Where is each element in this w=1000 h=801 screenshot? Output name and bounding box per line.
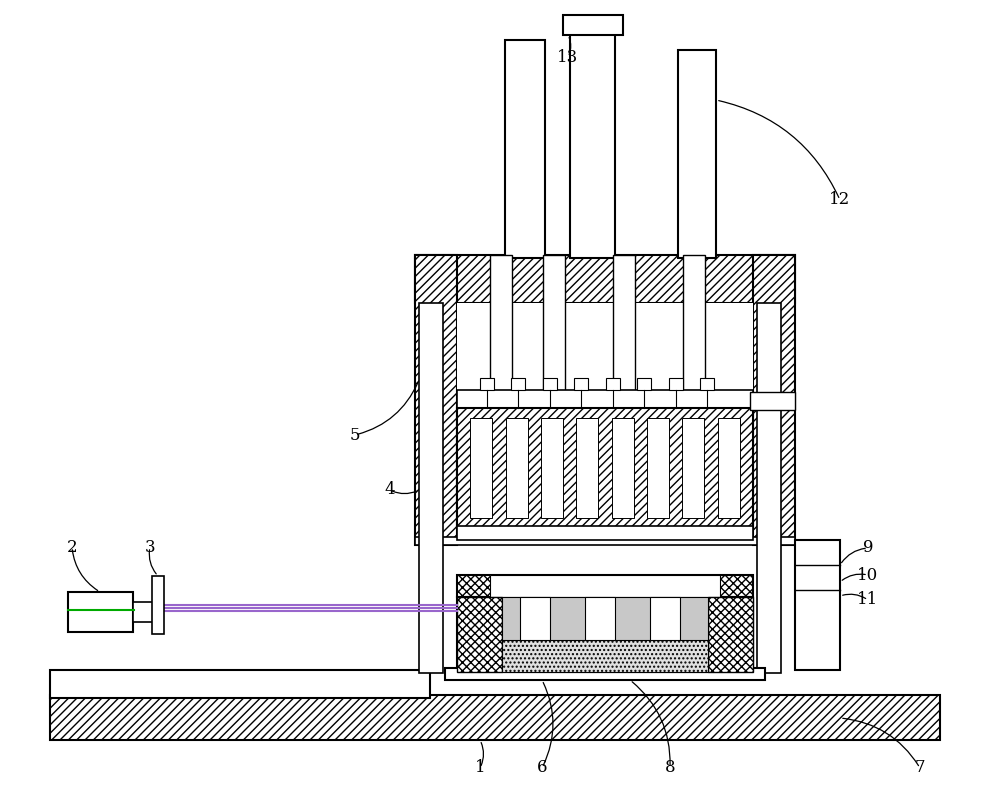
Text: 7: 7 xyxy=(915,759,925,776)
Bar xyxy=(606,378,620,390)
Bar xyxy=(708,597,753,672)
Bar xyxy=(415,537,795,545)
Bar xyxy=(506,418,528,518)
Bar xyxy=(757,303,781,673)
Bar xyxy=(511,378,525,390)
Bar xyxy=(480,378,494,390)
Bar xyxy=(683,255,705,403)
Bar xyxy=(419,303,443,673)
Bar xyxy=(490,575,720,597)
Bar xyxy=(457,575,753,597)
Bar xyxy=(457,390,753,408)
Text: 6: 6 xyxy=(537,759,547,776)
Text: 12: 12 xyxy=(829,191,851,208)
Bar xyxy=(574,378,588,390)
Bar xyxy=(502,640,708,672)
Text: 13: 13 xyxy=(557,49,579,66)
Bar xyxy=(585,597,615,640)
Bar xyxy=(457,597,753,672)
Bar xyxy=(470,418,492,518)
Bar xyxy=(152,576,164,634)
Bar xyxy=(576,418,598,518)
Text: 2: 2 xyxy=(67,538,77,556)
Bar xyxy=(650,597,680,640)
Bar xyxy=(133,602,163,622)
Bar xyxy=(563,15,623,35)
Bar xyxy=(457,408,753,528)
Bar xyxy=(50,695,940,740)
Bar xyxy=(612,418,634,518)
Bar xyxy=(753,255,795,545)
Text: 5: 5 xyxy=(350,426,360,444)
Bar xyxy=(795,540,840,670)
Bar xyxy=(543,255,565,403)
Bar xyxy=(718,418,740,518)
Text: 4: 4 xyxy=(385,481,395,498)
Bar xyxy=(415,255,457,545)
Bar xyxy=(505,40,545,258)
Bar xyxy=(541,418,563,518)
Bar xyxy=(543,378,557,390)
Bar xyxy=(520,597,550,640)
Bar xyxy=(415,255,795,303)
Bar xyxy=(750,392,795,410)
Text: 3: 3 xyxy=(145,538,155,556)
Text: 11: 11 xyxy=(857,591,879,609)
Bar xyxy=(570,25,615,258)
Bar xyxy=(490,575,720,597)
Bar xyxy=(682,418,704,518)
Text: 10: 10 xyxy=(857,566,879,583)
Bar xyxy=(502,597,708,672)
Bar xyxy=(678,50,716,258)
Bar xyxy=(50,670,430,698)
Bar xyxy=(457,526,753,540)
Text: 9: 9 xyxy=(863,540,873,557)
Bar xyxy=(637,378,651,390)
Bar xyxy=(490,255,512,403)
Text: 1: 1 xyxy=(475,759,485,776)
Bar xyxy=(647,418,669,518)
Text: 8: 8 xyxy=(665,759,675,776)
Bar xyxy=(68,592,133,632)
Bar xyxy=(669,378,683,390)
Bar xyxy=(457,303,753,537)
Bar xyxy=(457,597,502,672)
Bar xyxy=(613,255,635,403)
Bar xyxy=(445,668,765,680)
Bar xyxy=(700,378,714,390)
